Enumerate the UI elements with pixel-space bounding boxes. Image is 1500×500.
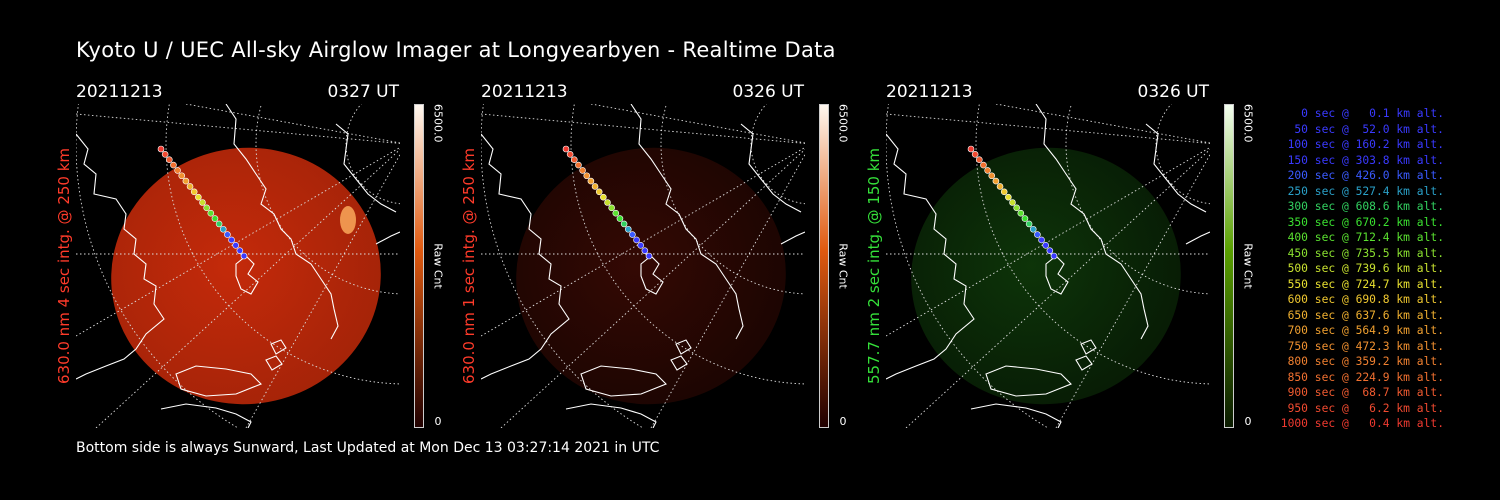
legend-row: 550 sec @ 724.7 km alt. bbox=[1287, 277, 1444, 291]
panel-1-cbar-min: 0 bbox=[434, 415, 442, 428]
legend-row: 0 sec @ 0.1 km alt. bbox=[1301, 107, 1444, 120]
legend-row: 800 sec @ 359.2 km alt. bbox=[1287, 355, 1444, 368]
panel-3-label-text: 557.7 nm 2 sec intg. @ 150 km bbox=[865, 147, 883, 385]
legend-row: 400 sec @ 712.4 km alt. bbox=[1287, 231, 1444, 244]
legend-row: 500 sec @ 739.6 km alt. bbox=[1287, 262, 1444, 275]
panel-3-cbar-max: 6500.0 bbox=[1241, 104, 1255, 143]
panel-1-cbar-unit: Raw Cnt bbox=[431, 243, 445, 289]
panel-1-time: 0327 UT bbox=[327, 82, 400, 102]
panel-3-cbar-unit: Raw Cnt bbox=[1241, 243, 1255, 289]
page-title: Kyoto U / UEC All-sky Airglow Imager at … bbox=[76, 38, 836, 62]
panel-1-date: 20211213 bbox=[76, 82, 163, 102]
legend-row: 200 sec @ 426.0 km alt. bbox=[1287, 169, 1444, 182]
legend-row: 250 sec @ 527.4 km alt. bbox=[1287, 184, 1444, 198]
panel-3-colorbar bbox=[1224, 104, 1234, 428]
legend-row: 850 sec @ 224.9 km alt. bbox=[1287, 370, 1444, 384]
legend-row: 450 sec @ 735.5 km alt. bbox=[1287, 246, 1444, 260]
legend-row: 100 sec @ 160.2 km alt. bbox=[1287, 138, 1444, 151]
legend-row: 650 sec @ 637.6 km alt. bbox=[1287, 308, 1444, 322]
panel-3-date: 20211213 bbox=[886, 82, 973, 102]
legend-row: 900 sec @ 68.7 km alt. bbox=[1287, 386, 1444, 399]
panel-2-cbar-max: 6500.0 bbox=[836, 104, 850, 143]
panel-3-allsky-image bbox=[886, 104, 1210, 428]
panel-1-wavelength-label: 630.0 nm 4 sec intg. @ 250 km bbox=[52, 104, 76, 428]
panel-2-date: 20211213 bbox=[481, 82, 568, 102]
panel-1-allsky-image bbox=[76, 104, 400, 428]
legend-row: 150 sec @ 303.8 km alt. bbox=[1287, 153, 1444, 167]
panel-2-colorbar-labels: 6500.0 Raw Cnt 0 bbox=[833, 104, 853, 428]
legend-row: 50 sec @ 52.0 km alt. bbox=[1294, 122, 1444, 136]
panel-1-colorbar bbox=[414, 104, 424, 428]
legend-row: 300 sec @ 608.6 km alt. bbox=[1287, 200, 1444, 213]
panel-3-time: 0326 UT bbox=[1137, 82, 1210, 102]
legend-row: 950 sec @ 6.2 km alt. bbox=[1287, 401, 1444, 415]
trajectory-legend: 0 sec @ 0.1 km alt. 50 sec @ 52.0 km alt.… bbox=[1262, 106, 1444, 432]
legend-row: 750 sec @ 472.3 km alt. bbox=[1287, 339, 1444, 353]
footer-status: Bottom side is always Sunward, Last Upda… bbox=[76, 440, 660, 456]
legend-row: 350 sec @ 670.2 km alt. bbox=[1287, 215, 1444, 229]
panel-2-colorbar bbox=[819, 104, 829, 428]
legend-row: 700 sec @ 564.9 km alt. bbox=[1287, 324, 1444, 337]
legend-row: 1000 sec @ 0.4 km alt. bbox=[1280, 417, 1444, 430]
panel-1-cbar-max: 6500.0 bbox=[431, 104, 445, 143]
panel-2-cbar-min: 0 bbox=[839, 415, 847, 428]
panel-2-allsky-image bbox=[481, 104, 805, 428]
panel-3-wavelength-label: 557.7 nm 2 sec intg. @ 150 km bbox=[862, 104, 886, 428]
panel-1-label-text: 630.0 nm 4 sec intg. @ 250 km bbox=[55, 147, 73, 385]
panel-1-colorbar-labels: 6500.0 Raw Cnt 0 bbox=[428, 104, 448, 428]
panel-3-colorbar-labels: 6500.0 Raw Cnt 0 bbox=[1238, 104, 1258, 428]
panel-2-label-text: 630.0 nm 1 sec intg. @ 250 km bbox=[460, 147, 478, 385]
legend-row: 600 sec @ 690.8 km alt. bbox=[1287, 293, 1444, 306]
panel-2-cbar-unit: Raw Cnt bbox=[836, 243, 850, 289]
panel-2-wavelength-label: 630.0 nm 1 sec intg. @ 250 km bbox=[457, 104, 481, 428]
panel-3-cbar-min: 0 bbox=[1244, 415, 1252, 428]
panel-2-time: 0326 UT bbox=[732, 82, 805, 102]
